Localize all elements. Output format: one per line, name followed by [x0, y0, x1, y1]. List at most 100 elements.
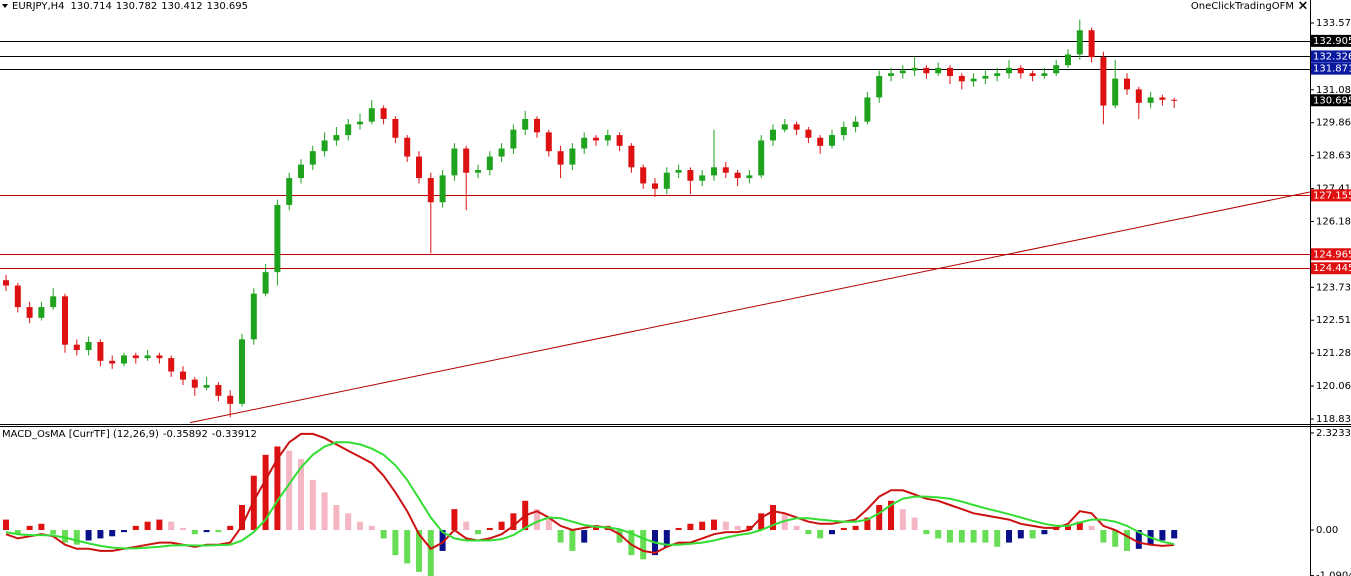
histogram-bar [864, 517, 871, 531]
y-tick-label: 122.510 [1316, 315, 1351, 326]
histogram-bar [1100, 530, 1107, 543]
histogram-bar [935, 530, 942, 539]
candle-body [864, 97, 871, 122]
histogram-bar [168, 521, 175, 531]
y-tick-label: 133.570 [1316, 18, 1351, 29]
y-tick-label: 2.32339 [1316, 428, 1351, 439]
histogram-bar [298, 459, 304, 531]
candle-body [593, 137, 599, 141]
histogram-bar [215, 530, 222, 533]
histogram-bar [203, 530, 210, 533]
y-tick-label: 131.085 [1316, 85, 1351, 96]
candle-body [156, 355, 163, 359]
candle-body [687, 170, 694, 181]
candle-body [357, 121, 363, 125]
low-value: 130.412 [161, 1, 202, 12]
candle-body [982, 75, 989, 79]
histogram-bar [722, 521, 729, 531]
candle-body [416, 156, 422, 179]
histogram-bar [109, 530, 116, 537]
candle-body [1100, 57, 1107, 106]
histogram-bar [180, 527, 186, 531]
histogram-bar [1112, 530, 1119, 547]
candle-body [545, 132, 552, 152]
macd-value: -0.35892 [163, 429, 208, 440]
y-tick-label: 127.410 [1316, 184, 1351, 195]
histogram-bar [923, 530, 930, 535]
candle-body [1041, 73, 1048, 76]
indicator-name: MACD_OsMA [CurrTF] (12,26,9) [2, 429, 159, 440]
histogram-bar [38, 523, 45, 531]
candle-body [62, 296, 68, 345]
candle-body [475, 170, 481, 173]
price-level-label: 124.445 [1313, 263, 1351, 274]
candle-body [522, 118, 529, 130]
candle-body [604, 135, 611, 141]
candle-body [486, 156, 493, 171]
candle-body [1065, 54, 1071, 66]
histogram-bar [817, 530, 824, 539]
histogram-bar [451, 509, 458, 531]
candle-body [911, 67, 918, 71]
candle-body [852, 121, 859, 128]
y-tick-label: 128.635 [1316, 151, 1351, 162]
candle-body [876, 75, 883, 98]
candle-body [26, 307, 33, 318]
histogram-bar [1088, 525, 1095, 531]
y-tick-label: 129.860 [1316, 118, 1351, 129]
histogram-bar [829, 530, 835, 535]
histogram-bar [840, 527, 847, 531]
histogram-bar [321, 492, 328, 531]
signal-value: -0.33912 [212, 429, 257, 440]
brand-label: OneClickTradingOFM [1191, 1, 1294, 12]
price-level-label: 132.905 [1313, 36, 1351, 47]
histogram-bar [687, 523, 694, 531]
histogram-bar [1159, 530, 1166, 541]
price-level-label: 131.871 [1313, 64, 1351, 75]
histogram-bar [640, 530, 647, 560]
price-level-label-box [1311, 50, 1351, 63]
candle-body [1053, 65, 1060, 74]
histogram-bar [947, 530, 953, 543]
histogram-bar [911, 517, 918, 531]
histogram-bar [357, 521, 363, 531]
indicator-header: MACD_OsMA [CurrTF] (12,26,9) -0.35892 -0.3… [2, 429, 257, 440]
histogram-bar [121, 530, 127, 533]
histogram-bar [899, 509, 906, 531]
histogram-bar [1029, 530, 1036, 539]
price-level-label-box [1311, 262, 1351, 275]
candle-body [734, 172, 741, 179]
histogram-bar [1171, 530, 1178, 539]
last-price-label: 130.695 [1313, 95, 1351, 106]
candle-body [1112, 78, 1119, 106]
price-level-label: 127.155 [1313, 190, 1351, 201]
candle-body [817, 137, 824, 146]
candle-body [1088, 30, 1095, 58]
price-level-label-box [1311, 189, 1351, 202]
candle-body [1006, 67, 1012, 74]
candle-body [970, 78, 977, 82]
candle-body [1135, 89, 1142, 103]
plot-layer: 133.570 131.085 129.860 128.635 127.410 126.1… [0, 18, 1351, 576]
candle-body [722, 167, 729, 173]
candle-body [73, 344, 80, 351]
histogram-bar [475, 530, 481, 535]
candle-body [958, 75, 965, 82]
candle-body [451, 148, 458, 176]
candle-body [239, 339, 245, 404]
candle-body [947, 67, 953, 76]
candle-body [250, 293, 257, 340]
histogram-bar [770, 504, 776, 531]
histogram-bar [699, 521, 706, 531]
histogram-bar [262, 454, 269, 531]
candle-body [309, 151, 316, 165]
histogram-bar [746, 525, 753, 531]
candle-body [758, 140, 765, 176]
candle-body [840, 127, 847, 136]
menu-triangle[interactable] [2, 4, 8, 8]
candle-body [781, 124, 788, 130]
candle-body [109, 360, 116, 364]
histogram-bar [191, 530, 198, 535]
close-button[interactable]: × [1298, 0, 1309, 14]
